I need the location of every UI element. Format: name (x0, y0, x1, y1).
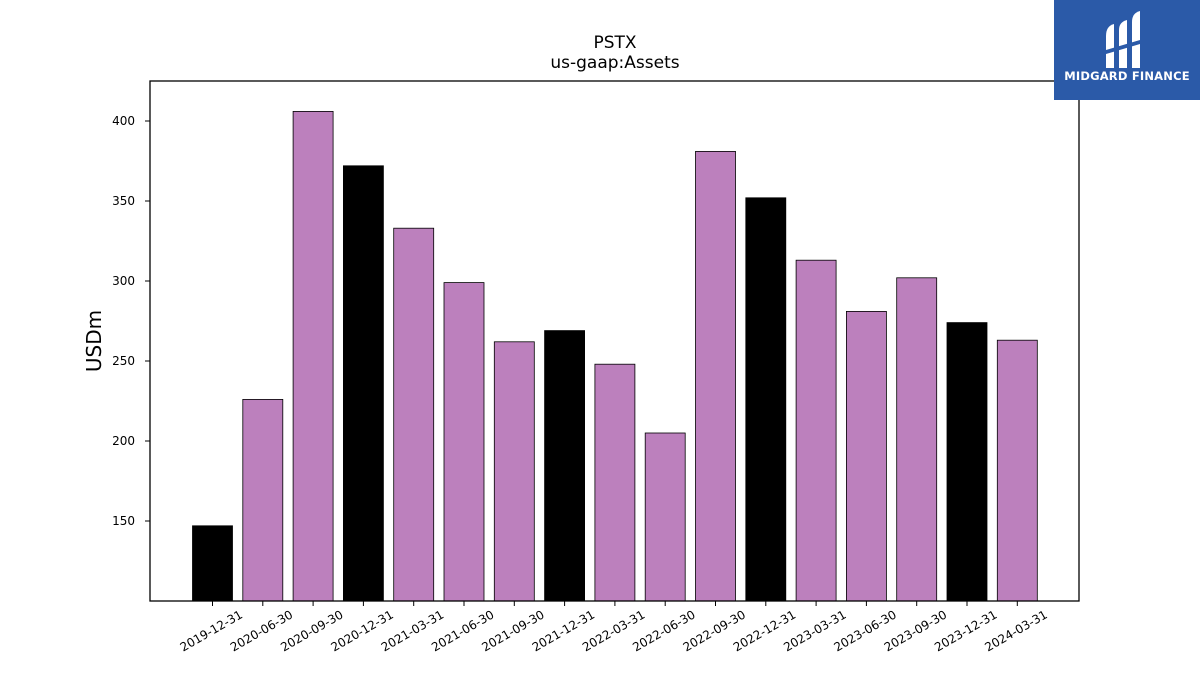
y-tick-label: 300 (112, 274, 135, 288)
bar-2022-09-30 (696, 151, 736, 601)
bar-2020-06-30 (243, 399, 283, 601)
bar-2020-09-30 (293, 111, 333, 601)
bar-2021-06-30 (444, 283, 484, 601)
chart-subtitle: us-gaap:Assets (550, 53, 679, 73)
chart-title: PSTX (593, 33, 636, 53)
y-axis-ticks: 150 200 250 300 350 400 (112, 114, 150, 528)
midgard-finance-logo: MIDGARD FINANCE (1054, 0, 1200, 100)
bar-2020-12-31 (343, 166, 383, 601)
bar-2021-09-30 (494, 342, 534, 601)
bar-2023-09-30 (897, 278, 937, 601)
y-axis-label: USDm (82, 310, 106, 372)
x-axis-ticks: 2019-12-312020-06-302020-09-302020-12-31… (178, 601, 1050, 654)
y-tick-label: 150 (112, 514, 135, 528)
logo-text: MIDGARD FINANCE (1054, 69, 1200, 83)
bar-2024-03-31 (997, 340, 1037, 601)
y-tick-label: 400 (112, 114, 135, 128)
y-tick-label: 350 (112, 194, 135, 208)
y-tick-label: 250 (112, 354, 135, 368)
bar-2021-12-31 (545, 331, 585, 601)
bar-chart: PSTX us-gaap:Assets USDm 150 200 250 300 350… (0, 0, 1200, 675)
bar-2022-12-31 (746, 198, 786, 601)
bar-2023-06-30 (846, 311, 886, 601)
bar-2023-03-31 (796, 260, 836, 601)
bar-2023-12-31 (947, 323, 987, 601)
midgard-finance-logo-icon (1102, 10, 1152, 70)
bar-2021-03-31 (394, 228, 434, 601)
bars-group (193, 111, 1038, 601)
bar-2022-03-31 (595, 364, 635, 601)
y-tick-label: 200 (112, 434, 135, 448)
bar-2022-06-30 (645, 433, 685, 601)
bar-2019-12-31 (193, 526, 233, 601)
